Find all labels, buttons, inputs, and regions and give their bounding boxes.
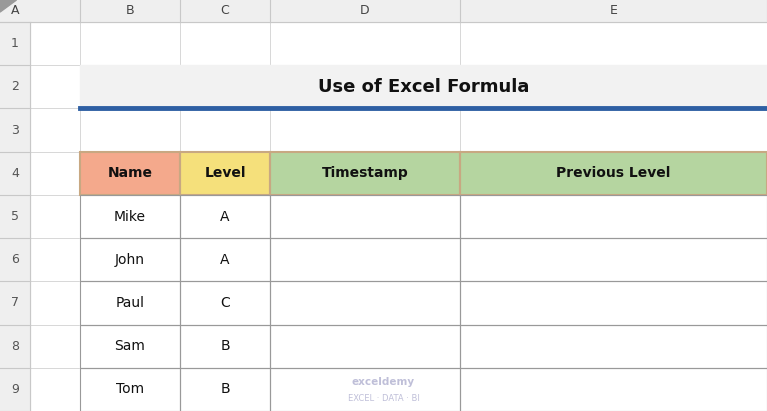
Bar — [460, 325, 767, 368]
Text: 5: 5 — [11, 210, 19, 223]
Bar — [180, 152, 270, 195]
Bar — [180, 238, 270, 282]
Text: 6: 6 — [11, 253, 19, 266]
Text: 2: 2 — [11, 80, 19, 93]
Text: Sam: Sam — [114, 339, 146, 353]
Bar — [460, 238, 767, 282]
Text: B: B — [220, 339, 230, 353]
Bar — [80, 65, 767, 109]
Text: EXCEL · DATA · BI: EXCEL · DATA · BI — [347, 394, 420, 403]
Bar — [80, 152, 180, 195]
Bar — [180, 282, 270, 325]
Text: Mike: Mike — [114, 210, 146, 224]
Text: C: C — [220, 296, 230, 310]
Bar — [270, 195, 460, 238]
Bar — [180, 325, 270, 368]
Text: Level: Level — [204, 166, 245, 180]
Text: Previous Level: Previous Level — [556, 166, 670, 180]
Text: C: C — [221, 5, 229, 18]
Bar — [460, 282, 767, 325]
Bar — [80, 368, 180, 411]
Bar — [180, 195, 270, 238]
Bar — [80, 282, 180, 325]
Bar — [80, 238, 180, 282]
Text: Use of Excel Formula: Use of Excel Formula — [318, 78, 529, 96]
Bar — [270, 238, 460, 282]
Text: B: B — [220, 382, 230, 396]
Text: Tom: Tom — [116, 382, 144, 396]
Text: E: E — [610, 5, 617, 18]
Bar — [80, 368, 180, 411]
Bar — [270, 195, 460, 238]
Bar — [270, 238, 460, 282]
Bar — [270, 368, 460, 411]
Text: exceldemy: exceldemy — [352, 377, 415, 387]
Bar — [0, 22, 30, 411]
Bar — [460, 152, 767, 195]
Text: 8: 8 — [11, 339, 19, 353]
Bar — [180, 368, 270, 411]
Bar — [270, 282, 460, 325]
Text: Timestamp: Timestamp — [321, 166, 408, 180]
Bar — [270, 152, 460, 195]
Text: 1: 1 — [11, 37, 19, 50]
Bar — [460, 282, 767, 325]
Bar — [180, 325, 270, 368]
Bar — [80, 325, 180, 368]
Text: 3: 3 — [11, 124, 19, 136]
Bar — [460, 195, 767, 238]
Bar — [270, 368, 460, 411]
Text: B: B — [126, 5, 134, 18]
Text: A: A — [220, 210, 230, 224]
Text: A: A — [11, 5, 19, 18]
Text: John: John — [115, 253, 145, 267]
Bar — [80, 195, 180, 238]
Text: 9: 9 — [11, 383, 19, 396]
Bar — [460, 368, 767, 411]
Text: 7: 7 — [11, 296, 19, 309]
Bar — [0, 0, 767, 22]
Bar — [180, 368, 270, 411]
Bar — [460, 195, 767, 238]
Bar — [80, 238, 180, 282]
Bar — [180, 152, 270, 195]
Bar — [270, 152, 460, 195]
Text: D: D — [360, 5, 370, 18]
Bar — [460, 368, 767, 411]
Bar — [80, 282, 180, 325]
Bar — [460, 325, 767, 368]
Bar — [270, 325, 460, 368]
Bar — [80, 325, 180, 368]
Text: 4: 4 — [11, 167, 19, 180]
Text: Paul: Paul — [116, 296, 144, 310]
Bar — [80, 152, 180, 195]
Text: A: A — [220, 253, 230, 267]
Bar — [180, 195, 270, 238]
Bar — [270, 282, 460, 325]
Bar — [270, 325, 460, 368]
Bar — [80, 195, 180, 238]
Polygon shape — [0, 0, 17, 12]
Bar — [180, 282, 270, 325]
Text: Name: Name — [107, 166, 153, 180]
Bar — [180, 238, 270, 282]
Bar — [460, 152, 767, 195]
Bar — [460, 238, 767, 282]
